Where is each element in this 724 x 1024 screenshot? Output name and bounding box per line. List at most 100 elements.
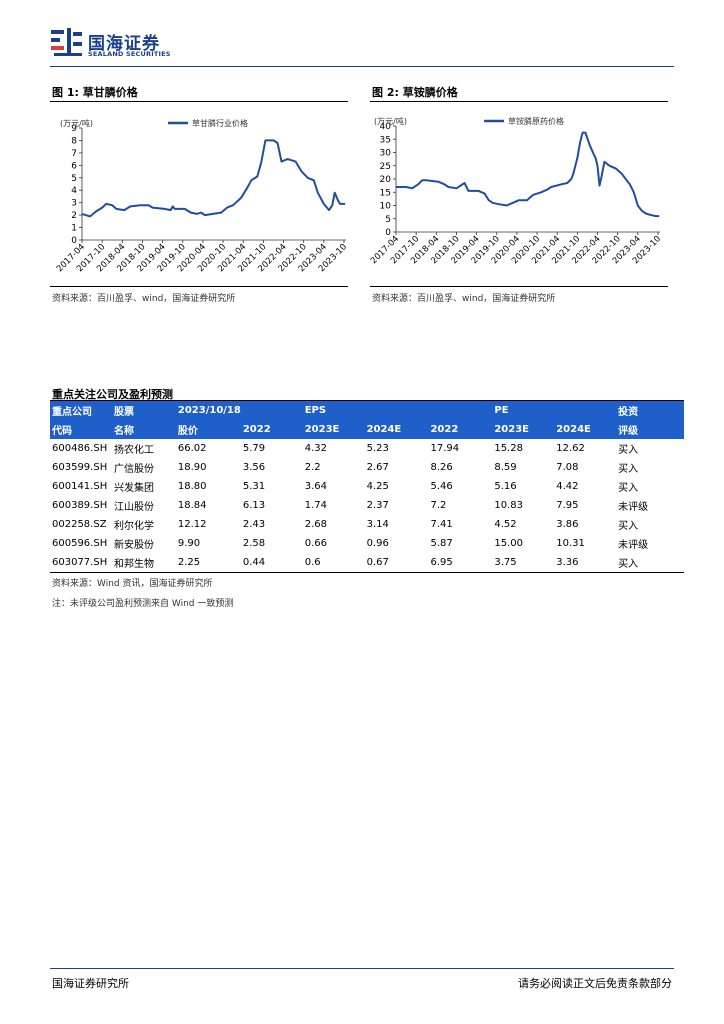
table-title: 重点关注公司及盈利预测 <box>52 388 173 401</box>
table-cell: 10.31 <box>556 538 585 549</box>
table-cell: 18.84 <box>177 500 207 511</box>
y-tick-label: 0 <box>385 228 391 238</box>
table-cell: 18.90 <box>177 462 207 473</box>
y-tick-label: 8 <box>71 136 77 146</box>
table-header-cell: 2023/10/18 <box>175 401 241 420</box>
y-tick-label: 0 <box>71 236 77 246</box>
table-top-rule <box>50 400 684 401</box>
table-header-row: 重点公司 股票 2023/10/18 EPS PE 投资 <box>50 401 684 420</box>
table-cell: 买入 <box>618 445 639 456</box>
table-row: 600486.SH 扬农化工 66.02 5.79 4.32 5.23 17.94 15.28… <box>50 439 684 458</box>
figure2-bottom-rule <box>370 286 668 287</box>
table-cell: 603599.SH <box>52 462 108 473</box>
table-cell: 0.66 <box>304 538 327 549</box>
table-row: 002258.SZ 利尔化学 12.12 2.43 2.68 3.14 7.41 4.52 3.… <box>50 515 684 534</box>
y-tick-label: 5 <box>385 215 391 225</box>
figure1-source: 资料来源：百川盈孚、wind，国海证券研究所 <box>52 294 236 304</box>
table-cell: 15.00 <box>494 538 523 549</box>
series-line <box>396 131 660 218</box>
unit-label: (万元/吨) <box>60 118 93 128</box>
table-header-cell: 代码 <box>50 420 112 439</box>
table-header-cell: 重点公司 <box>50 401 112 420</box>
table-cell: 5.46 <box>430 481 453 492</box>
table-cell: 2.25 <box>175 553 241 573</box>
y-tick-label: 30 <box>380 149 392 159</box>
table-header-cell: 2024E <box>554 420 617 439</box>
table-cell: 买入 <box>618 464 639 475</box>
table-cell: 未评级 <box>618 540 649 551</box>
footer-divider <box>50 968 674 969</box>
table-cell: 4.25 <box>366 481 389 492</box>
table-cell: 2.67 <box>366 462 389 473</box>
table-row: 600141.SH 兴发集团 18.80 5.31 3.64 4.25 5.46 5.16 4.… <box>50 477 684 496</box>
table-cell: 0.6 <box>302 553 365 573</box>
table-cell: 9.90 <box>177 538 201 549</box>
table-header-cell <box>554 401 617 420</box>
table-header-cell: 2022 <box>428 420 493 439</box>
table-cell: 3.14 <box>366 519 389 530</box>
table-header-cell: 2024E <box>364 420 429 439</box>
header-divider <box>50 66 674 67</box>
table-cell: 未评级 <box>618 502 649 513</box>
table-row: 603599.SH 广信股份 18.90 3.56 2.2 2.67 8.26 8.59 7.0… <box>50 458 684 477</box>
logo-text-en: SEALAND SECURITIES <box>88 50 171 58</box>
table-cell: 5.79 <box>242 443 266 454</box>
table-cell: 5.16 <box>494 481 517 492</box>
logo-text-cn: 国海证券 <box>88 34 160 54</box>
table-cell: 4.32 <box>304 443 327 454</box>
table-cell: 6.13 <box>242 500 266 511</box>
table-cell: 广信股份 <box>113 464 154 475</box>
table-cell: 2.37 <box>366 500 389 511</box>
table-cell: 12.12 <box>177 519 207 530</box>
table-cell: 2.58 <box>242 538 266 549</box>
table-cell: 扬农化工 <box>113 445 154 456</box>
company-logo: 国海证券 SEALAND SECURITIES <box>50 26 190 60</box>
table-cell: 买入 <box>616 553 684 573</box>
table-cell: 3.56 <box>242 462 266 473</box>
table-cell: 12.62 <box>556 443 585 454</box>
table-header-cell: EPS <box>302 401 365 420</box>
table-header-cell: PE <box>492 401 555 420</box>
y-tick-label: 6 <box>71 161 77 171</box>
table-cell: 3.36 <box>554 553 617 573</box>
table-header-row: 代码 名称 股价 2022 2023E 2024E 2022 2023E 2024E 评级 <box>50 420 684 439</box>
table-cell: 2.68 <box>304 519 327 530</box>
table-cell: 江山股份 <box>113 502 154 513</box>
figure2-source: 资料来源：百川盈孚、wind，国海证券研究所 <box>372 294 556 304</box>
table-cell: 3.86 <box>556 519 579 530</box>
table-cell: 3.64 <box>304 481 327 492</box>
table-cell: 7.2 <box>430 500 447 511</box>
table-cell: 2.43 <box>242 519 266 530</box>
series-line <box>81 139 346 218</box>
table-header-cell: 2023E <box>492 420 555 439</box>
table-header-cell <box>428 401 493 420</box>
table-cell: 5.23 <box>366 443 389 454</box>
table-cell: 2.2 <box>304 462 321 473</box>
table-cell: 18.80 <box>177 481 207 492</box>
legend-label: 草甘膦行业价格 <box>192 118 248 128</box>
forecast-table: 重点公司 股票 2023/10/18 EPS PE 投资 代码 名称 股价 2022 2023E 20… <box>50 401 684 573</box>
table-cell: 6.95 <box>428 553 493 573</box>
y-tick-label: 4 <box>71 186 77 196</box>
unit-label: (万元/吨) <box>374 116 407 126</box>
table-header-cell: 2022 <box>240 420 303 439</box>
table-cell: 15.28 <box>494 443 523 454</box>
figure1-chart: 01234567892017-042017-102018-042018-1020… <box>55 118 349 274</box>
table-cell: 新安股份 <box>113 540 154 551</box>
table-note: 注：未评级公司盈利预测来自 Wind 一致预测 <box>52 599 234 609</box>
table-header-cell <box>364 401 429 420</box>
y-tick-label: 10 <box>380 202 392 212</box>
footer-left: 国海证券研究所 <box>52 977 129 990</box>
y-tick-label: 15 <box>380 188 391 198</box>
table-cell: 10.83 <box>494 500 523 511</box>
table-cell: 66.02 <box>177 443 207 454</box>
table-cell: 600141.SH <box>52 481 108 492</box>
table-cell: 4.52 <box>494 519 517 530</box>
table-header-cell: 评级 <box>616 420 684 439</box>
table-cell: 买入 <box>618 521 639 532</box>
table-cell: 603077.SH <box>50 553 112 573</box>
table-cell: 5.87 <box>430 538 453 549</box>
table-header-cell: 名称 <box>111 420 176 439</box>
y-tick-label: 20 <box>380 175 392 185</box>
table-cell: 兴发集团 <box>113 483 154 494</box>
